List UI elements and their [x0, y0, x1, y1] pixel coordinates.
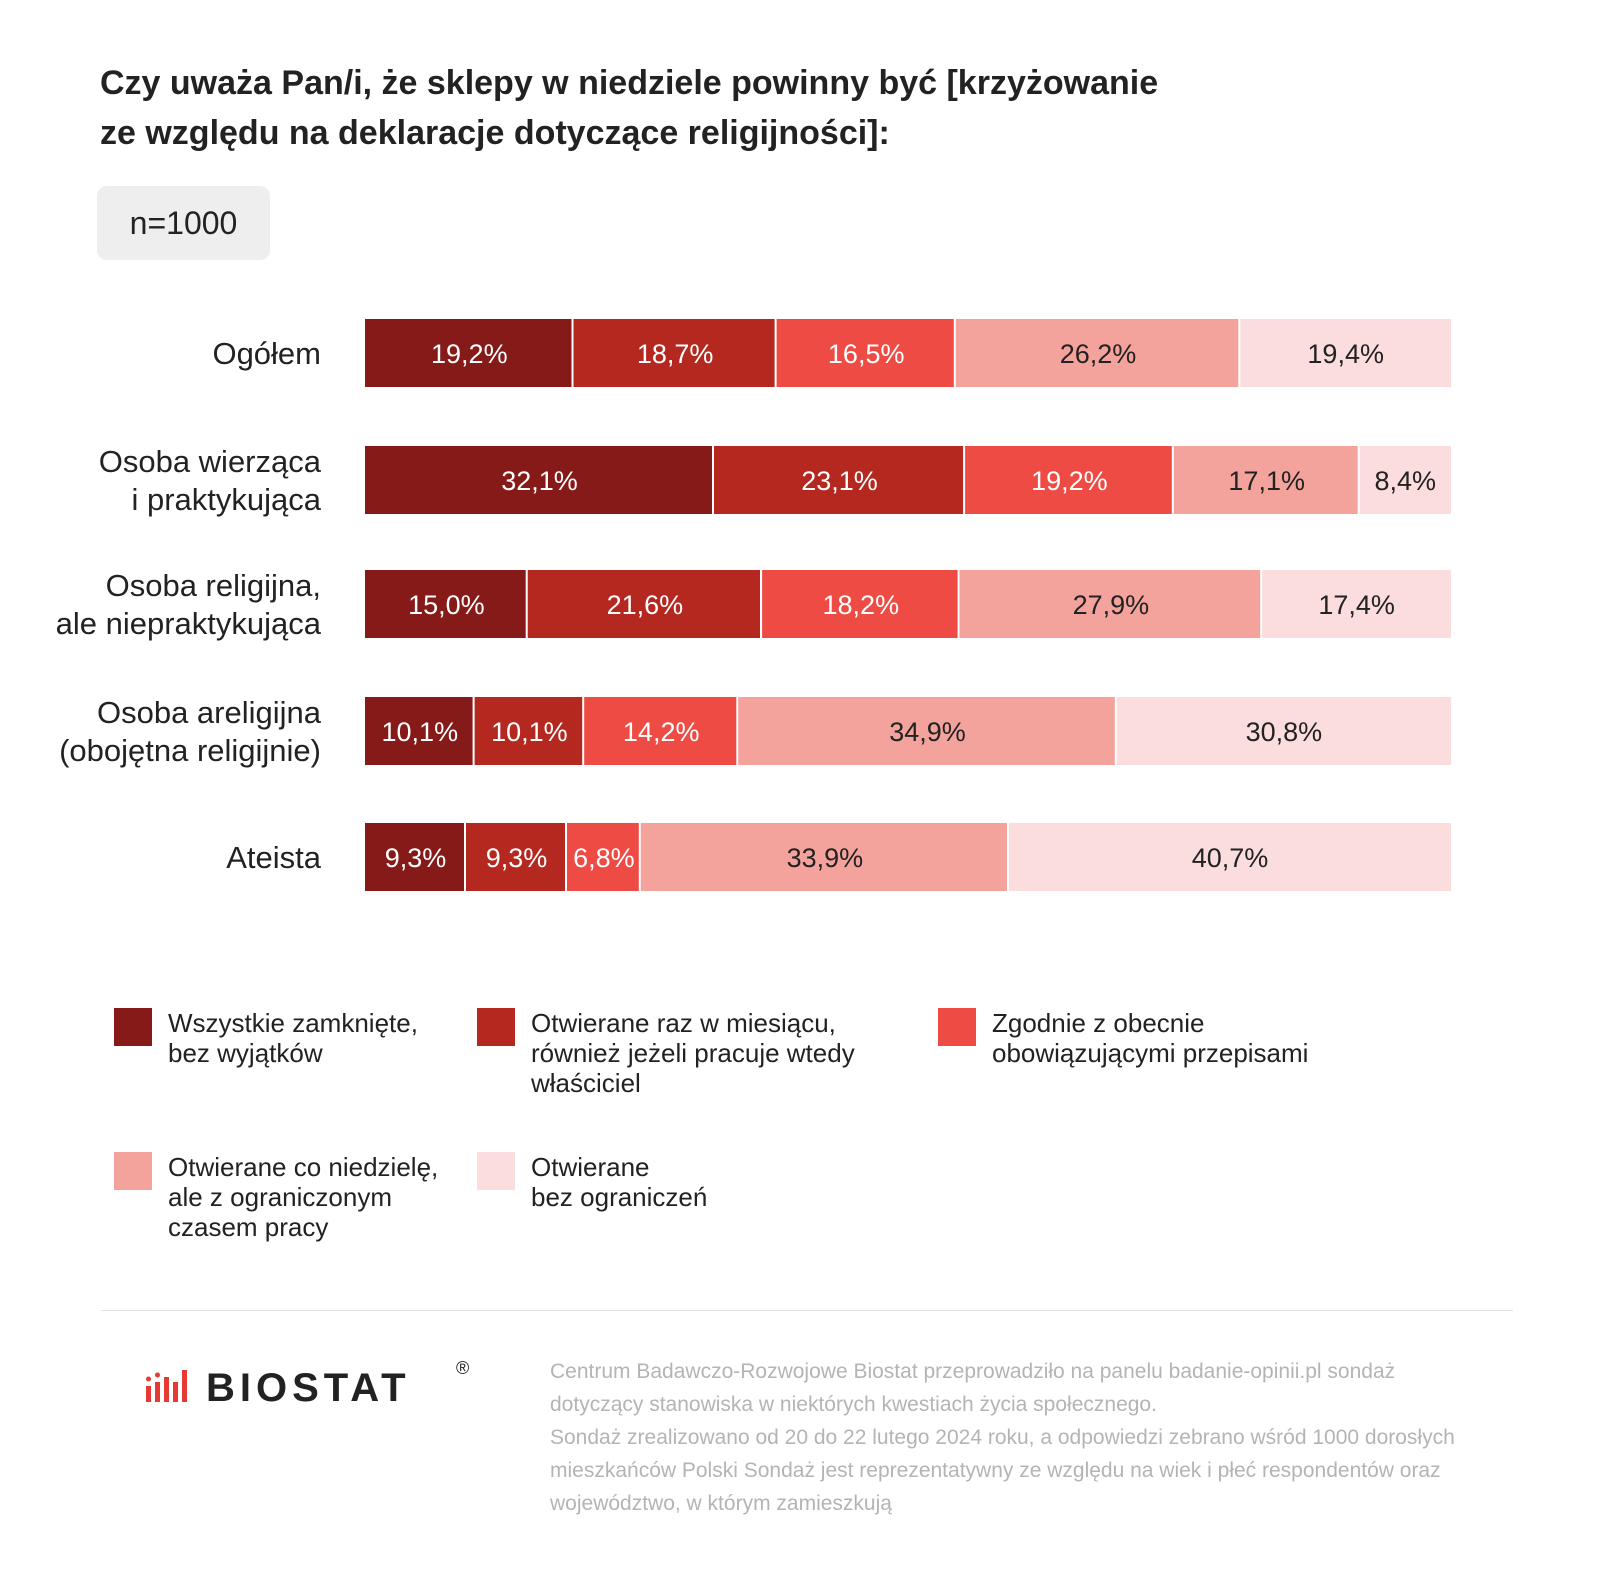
legend-swatch — [114, 1152, 152, 1190]
data-label: 9,3% — [385, 843, 447, 873]
bar-segment — [573, 319, 775, 387]
bar-segment — [1116, 697, 1451, 765]
bar-segment — [527, 570, 760, 638]
bar-segment — [474, 697, 583, 765]
data-label: 33,9% — [787, 843, 864, 873]
signal-bars-icon — [146, 1370, 187, 1402]
data-label: 23,1% — [801, 466, 878, 496]
data-label: 26,2% — [1060, 339, 1137, 369]
data-label: 34,9% — [889, 717, 966, 747]
footnote-line-4: mieszkańców Polski Sondaż jest reprezent… — [550, 1459, 1441, 1482]
bar-segment — [738, 697, 1115, 765]
data-label: 30,8% — [1246, 717, 1323, 747]
category-label: Osoba areligijna (obojętna religijnie) — [59, 695, 322, 768]
data-label: 19,2% — [1031, 466, 1108, 496]
bar-segment — [1173, 446, 1358, 514]
category-label: Ogółem — [212, 336, 321, 371]
legend-label: Zgodnie z obecnie obowiązującymi przepis… — [992, 1008, 1309, 1068]
footnote-line-1: Centrum Badawczo-Rozwojowe Biostat przep… — [550, 1360, 1396, 1383]
data-label: 8,4% — [1375, 466, 1437, 496]
biostat-logo: BIOSTAT ® — [146, 1358, 486, 1414]
bar-segment — [955, 319, 1239, 387]
chart-title: Czy uważa Pan/i, że sklepy w niedziele p… — [100, 58, 1300, 158]
bar-segment — [365, 319, 572, 387]
legend-swatch — [477, 1152, 515, 1190]
data-label: 6,8% — [573, 843, 635, 873]
category-label: Osoba religijna, ale niepraktykująca — [56, 568, 322, 641]
methodology-footnote: Centrum Badawczo-Rozwojowe Biostat przep… — [550, 1355, 1510, 1520]
footnote-line-2: dotyczący stanowiska w niektórych kwesti… — [550, 1393, 1157, 1416]
chart-title-line-2: ze względu na deklaracje dotyczące relig… — [100, 114, 890, 152]
footnote-line-5: województwo, w którym zamieszkują — [550, 1492, 892, 1515]
legend-label: Wszystkie zamknięte, bez wyjątków — [168, 1008, 418, 1068]
footer-divider — [101, 1310, 1513, 1311]
data-label: 9,3% — [486, 843, 548, 873]
data-label: 16,5% — [828, 339, 905, 369]
sample-size-badge: n=1000 — [97, 186, 270, 260]
data-label: 18,7% — [637, 339, 714, 369]
bar-segment — [365, 823, 464, 891]
bar-segment — [584, 697, 737, 765]
data-label: 40,7% — [1192, 843, 1269, 873]
bar-segment — [567, 823, 639, 891]
data-label: 17,4% — [1318, 590, 1395, 620]
data-label: 19,4% — [1307, 339, 1384, 369]
bar-segment — [965, 446, 1172, 514]
bar-segment — [365, 570, 526, 638]
bar-segment — [762, 570, 958, 638]
legend-label: Otwierane bez ograniczeń — [531, 1152, 708, 1212]
data-label: 10,1% — [382, 717, 459, 747]
bar-segment — [1359, 446, 1451, 514]
legend-swatch — [477, 1008, 515, 1046]
category-label: Ateista — [226, 840, 322, 875]
data-label: 18,2% — [823, 590, 900, 620]
bar-segment — [365, 446, 712, 514]
data-label: 21,6% — [607, 590, 684, 620]
bar-segment — [466, 823, 565, 891]
legend-swatch — [114, 1008, 152, 1046]
logo-wordmark: BIOSTAT — [206, 1366, 411, 1410]
data-label: 19,2% — [431, 339, 508, 369]
legend-label: Otwierane raz w miesiącu, również jeżeli… — [531, 1008, 855, 1098]
bar-segment — [714, 446, 964, 514]
stacked-bar-chart: Ogółem 19,2% 18,7% 16,5% 26,2% 19,4% Osoba wie… — [56, 319, 1451, 891]
data-label: 32,1% — [501, 466, 578, 496]
bar-segment — [365, 697, 473, 765]
footnote-line-3: Sondaż zrealizowano od 20 do 22 lutego 2… — [550, 1426, 1455, 1449]
chart-title-line-1: Czy uważa Pan/i, że sklepy w niedziele p… — [100, 64, 1159, 102]
bar-segment — [1262, 570, 1451, 638]
data-label: 10,1% — [491, 717, 568, 747]
category-label: Osoba wierząca i praktykująca — [99, 444, 322, 517]
bar-segment — [640, 823, 1007, 891]
chart-svg: Ogółem 19,2% 18,7% 16,5% 26,2% 19,4% Osoba wie… — [56, 319, 1451, 891]
legend-label: Otwierane co niedzielę, ale z ograniczon… — [168, 1152, 439, 1242]
bar-segment — [959, 570, 1261, 638]
registered-mark: ® — [456, 1358, 470, 1378]
bar-segment — [776, 319, 954, 387]
data-label: 15,0% — [408, 590, 485, 620]
data-label: 27,9% — [1073, 590, 1150, 620]
bar-segment — [1240, 319, 1451, 387]
data-label: 17,1% — [1228, 466, 1305, 496]
legend-swatch — [938, 1008, 976, 1046]
bar-segment — [1009, 823, 1451, 891]
data-label: 14,2% — [623, 717, 700, 747]
